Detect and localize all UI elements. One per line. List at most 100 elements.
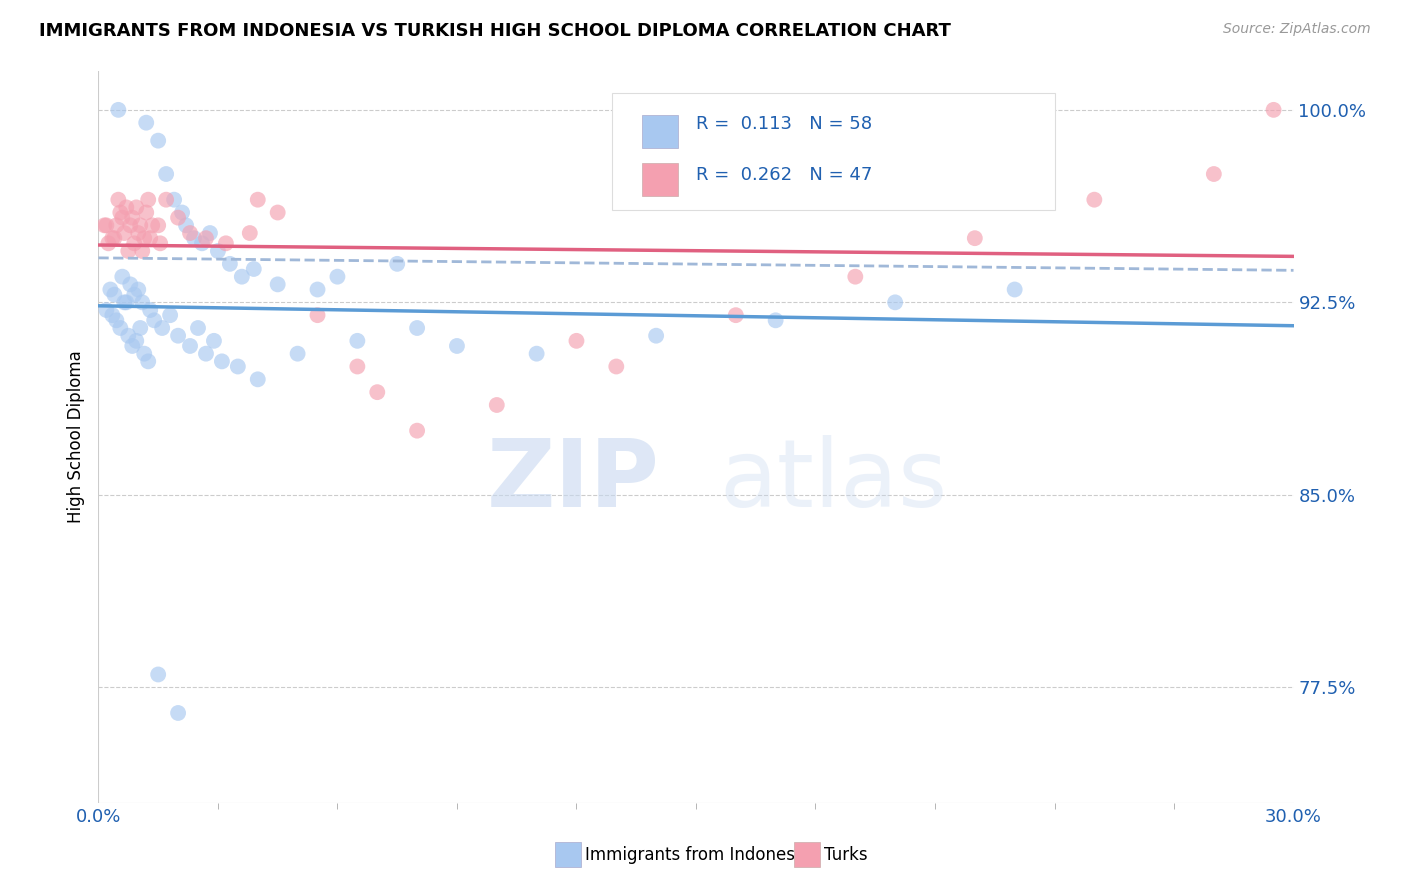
Point bbox=[136, 354, 159, 368]
Point bbox=[167, 328, 190, 343]
FancyBboxPatch shape bbox=[613, 94, 1054, 211]
Point bbox=[111, 269, 134, 284]
Point bbox=[148, 219, 170, 233]
Point bbox=[246, 193, 269, 207]
Point bbox=[226, 359, 249, 374]
Point bbox=[103, 231, 125, 245]
Point bbox=[107, 103, 129, 117]
Point bbox=[215, 236, 238, 251]
Point bbox=[93, 219, 115, 233]
Point bbox=[366, 385, 388, 400]
Point bbox=[125, 200, 148, 214]
Point bbox=[246, 372, 269, 386]
Point bbox=[198, 226, 221, 240]
Text: atlas: atlas bbox=[720, 435, 948, 527]
Text: Immigrants from Indonesia: Immigrants from Indonesia bbox=[585, 846, 810, 863]
Text: R =  0.262   N = 47: R = 0.262 N = 47 bbox=[696, 167, 872, 185]
Point bbox=[131, 295, 153, 310]
Y-axis label: High School Diploma: High School Diploma bbox=[66, 351, 84, 524]
Point bbox=[148, 667, 170, 681]
Point bbox=[143, 313, 166, 327]
Text: ZIP: ZIP bbox=[488, 435, 661, 527]
Point bbox=[1083, 193, 1105, 207]
Point bbox=[98, 283, 122, 297]
Point bbox=[127, 283, 149, 297]
Point bbox=[105, 219, 128, 233]
Point bbox=[167, 706, 190, 720]
Point bbox=[231, 269, 253, 284]
Point bbox=[112, 226, 135, 240]
Point bbox=[346, 359, 368, 374]
Point bbox=[150, 321, 173, 335]
Point bbox=[149, 236, 172, 251]
Point bbox=[103, 287, 125, 301]
Point bbox=[346, 334, 368, 348]
Point bbox=[191, 236, 214, 251]
Bar bbox=[643, 163, 678, 195]
Point bbox=[124, 236, 146, 251]
Point bbox=[179, 339, 201, 353]
Point bbox=[101, 231, 124, 245]
Point bbox=[167, 211, 190, 225]
Point bbox=[406, 321, 429, 335]
Point bbox=[287, 346, 309, 360]
Point bbox=[125, 334, 148, 348]
Point bbox=[243, 262, 266, 277]
Point bbox=[385, 257, 409, 271]
Point bbox=[202, 334, 225, 348]
Point bbox=[127, 226, 149, 240]
Point bbox=[1263, 103, 1285, 117]
Point bbox=[139, 231, 162, 245]
Point bbox=[159, 308, 181, 322]
Point bbox=[148, 134, 170, 148]
Point bbox=[107, 193, 129, 207]
Point bbox=[195, 346, 218, 360]
Point bbox=[155, 167, 177, 181]
Point bbox=[112, 295, 135, 310]
Point bbox=[131, 244, 153, 258]
Point bbox=[101, 308, 124, 322]
Point bbox=[110, 205, 132, 219]
Point bbox=[96, 303, 118, 318]
Point bbox=[124, 287, 146, 301]
Point bbox=[97, 236, 120, 251]
Point bbox=[446, 339, 468, 353]
Point bbox=[267, 277, 290, 292]
Point bbox=[174, 219, 197, 233]
Text: Turks: Turks bbox=[824, 846, 868, 863]
Point bbox=[239, 226, 262, 240]
Point bbox=[207, 244, 229, 258]
Point bbox=[105, 313, 128, 327]
Point bbox=[485, 398, 508, 412]
Point bbox=[135, 116, 157, 130]
Point bbox=[155, 193, 177, 207]
Point bbox=[121, 339, 143, 353]
Point bbox=[526, 346, 548, 360]
Text: IMMIGRANTS FROM INDONESIA VS TURKISH HIGH SCHOOL DIPLOMA CORRELATION CHART: IMMIGRANTS FROM INDONESIA VS TURKISH HIG… bbox=[39, 22, 952, 40]
Point bbox=[211, 354, 233, 368]
Point bbox=[724, 308, 747, 322]
Point bbox=[326, 269, 349, 284]
Point bbox=[183, 231, 205, 245]
Point bbox=[141, 219, 163, 233]
Point bbox=[117, 244, 139, 258]
Point bbox=[884, 295, 907, 310]
Point bbox=[129, 321, 152, 335]
Text: Source: ZipAtlas.com: Source: ZipAtlas.com bbox=[1223, 22, 1371, 37]
Point bbox=[406, 424, 429, 438]
Point bbox=[121, 211, 143, 225]
Point bbox=[219, 257, 242, 271]
Point bbox=[307, 308, 329, 322]
Point bbox=[172, 205, 194, 219]
Text: R =  0.113   N = 58: R = 0.113 N = 58 bbox=[696, 115, 872, 133]
Point bbox=[117, 328, 139, 343]
Point bbox=[765, 313, 787, 327]
Point bbox=[963, 231, 986, 245]
Point bbox=[565, 334, 588, 348]
Point bbox=[134, 346, 156, 360]
Point bbox=[115, 200, 138, 214]
Point bbox=[111, 211, 134, 225]
Point bbox=[139, 303, 162, 318]
Point bbox=[135, 205, 157, 219]
Point bbox=[844, 269, 866, 284]
